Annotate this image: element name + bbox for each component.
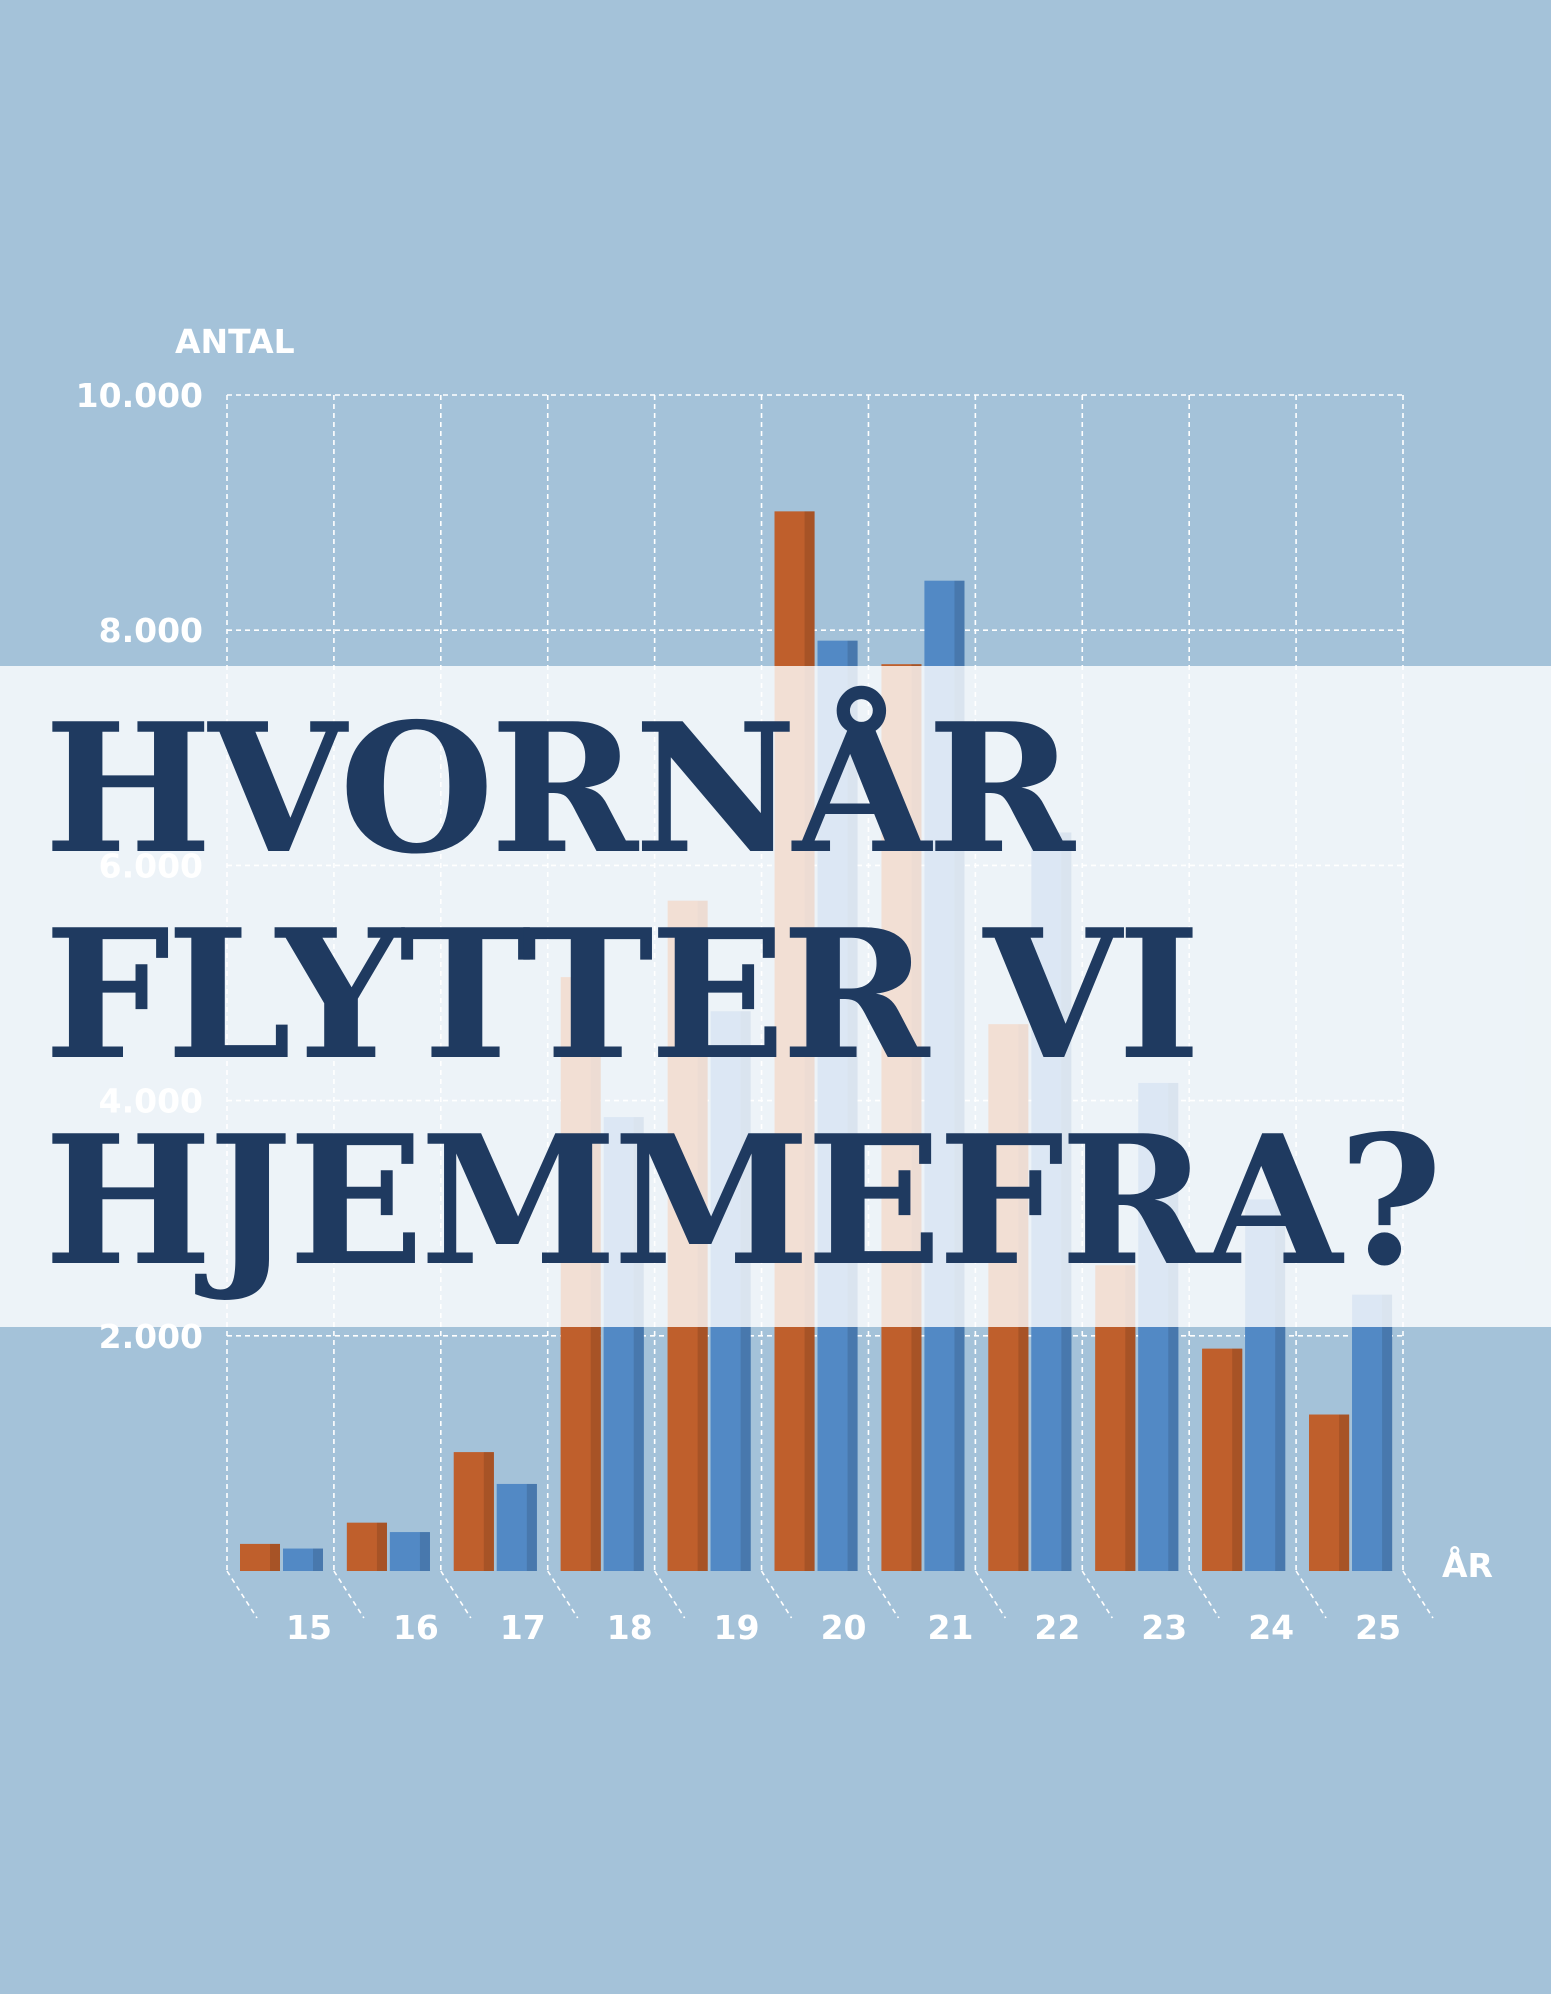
x-tick-diagonal <box>440 1570 472 1619</box>
x-tick-label: 16 <box>393 1608 439 1647</box>
bar-shade <box>419 1532 430 1571</box>
x-tick-label: 19 <box>714 1608 760 1647</box>
bar-shade <box>1382 1294 1393 1571</box>
x-tick-diagonal <box>653 1570 686 1619</box>
x-axis-title: ÅR <box>1442 1545 1493 1585</box>
y-tick-label: 8.000 <box>99 611 203 650</box>
x-tick-label: 21 <box>927 1608 973 1647</box>
x-tick-label: 25 <box>1355 1608 1401 1647</box>
x-tick-label: 18 <box>607 1608 653 1647</box>
x-tick-diagonal <box>226 1570 258 1619</box>
bar-shade <box>313 1548 323 1571</box>
x-tick-label: 20 <box>821 1608 867 1647</box>
x-tick-diagonal <box>1188 1570 1220 1619</box>
x-tick-label: 23 <box>1141 1608 1187 1647</box>
bar-shade <box>270 1543 280 1571</box>
y-tick-label: 10.000 <box>76 376 203 415</box>
headline: HVORNÅR FLYTTER VI HJEMMEFRA? <box>44 684 1443 1305</box>
bar-shade <box>483 1452 494 1571</box>
x-tick-diagonal <box>760 1570 793 1619</box>
x-tick-label: 17 <box>500 1608 546 1647</box>
y-axis-title: ANTAL <box>175 322 295 361</box>
x-tick-diagonal <box>333 1570 365 1619</box>
x-tick-diagonal <box>1081 1570 1113 1619</box>
x-tick-diagonal <box>1295 1570 1327 1619</box>
x-tick-diagonal <box>547 1570 579 1619</box>
x-tick-label: 22 <box>1034 1608 1080 1647</box>
x-tick-diagonal <box>867 1570 900 1619</box>
x-tick-diagonal <box>974 1570 1007 1619</box>
x-tick-diagonal <box>1402 1570 1434 1619</box>
bar-shade <box>526 1483 537 1571</box>
x-tick-label: 15 <box>286 1608 332 1647</box>
x-tick-label: 24 <box>1248 1608 1294 1647</box>
headline-band <box>0 666 1551 1327</box>
bar-shade <box>1232 1348 1243 1571</box>
bar-shade <box>1339 1414 1350 1571</box>
bar-shade <box>376 1522 387 1571</box>
